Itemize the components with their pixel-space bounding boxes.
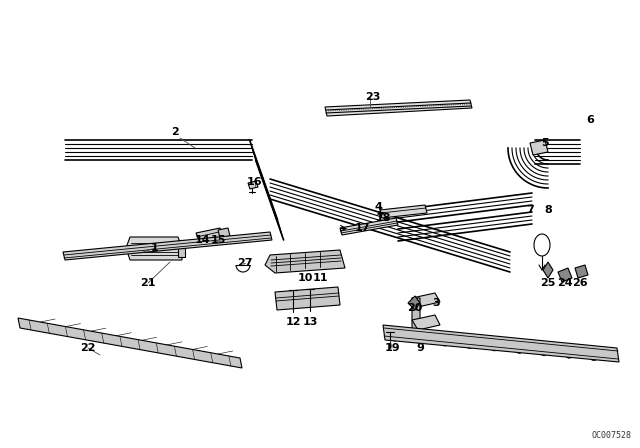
Polygon shape (412, 315, 440, 330)
Polygon shape (63, 232, 272, 260)
Text: 16: 16 (247, 177, 263, 187)
Text: 20: 20 (407, 303, 422, 313)
Ellipse shape (514, 340, 524, 353)
Polygon shape (340, 218, 398, 235)
Polygon shape (530, 140, 548, 155)
Polygon shape (248, 181, 258, 189)
Text: 1: 1 (151, 243, 159, 253)
Text: 7: 7 (526, 205, 534, 215)
Text: 26: 26 (572, 278, 588, 288)
Text: OC007528: OC007528 (592, 431, 632, 440)
Ellipse shape (415, 330, 424, 344)
Polygon shape (412, 298, 420, 333)
Polygon shape (275, 287, 340, 310)
Polygon shape (325, 100, 472, 116)
Polygon shape (383, 325, 619, 362)
Text: 11: 11 (312, 273, 328, 283)
Polygon shape (412, 293, 440, 307)
Ellipse shape (464, 335, 474, 349)
Text: 12: 12 (285, 317, 301, 327)
Polygon shape (178, 240, 185, 257)
Text: 23: 23 (365, 92, 381, 102)
Text: 14: 14 (195, 235, 211, 245)
Text: 8: 8 (544, 205, 552, 215)
Text: 25: 25 (540, 278, 556, 288)
Ellipse shape (564, 344, 573, 358)
Ellipse shape (589, 347, 598, 361)
Text: 4: 4 (374, 202, 382, 212)
Text: 15: 15 (211, 235, 226, 245)
Text: 5: 5 (541, 138, 549, 148)
Text: 18: 18 (375, 213, 391, 223)
Polygon shape (543, 262, 553, 278)
Text: 21: 21 (140, 278, 156, 288)
Polygon shape (265, 250, 345, 273)
Text: 19: 19 (384, 343, 400, 353)
Text: 27: 27 (237, 258, 253, 268)
Text: 24: 24 (557, 278, 573, 288)
Text: 22: 22 (80, 343, 96, 353)
Ellipse shape (440, 332, 449, 346)
Text: 3: 3 (432, 298, 440, 308)
Polygon shape (196, 228, 224, 243)
Polygon shape (18, 318, 242, 368)
Polygon shape (558, 268, 572, 282)
Ellipse shape (390, 327, 400, 341)
Text: 13: 13 (302, 317, 317, 327)
Ellipse shape (539, 342, 549, 356)
Text: 9: 9 (416, 343, 424, 353)
Polygon shape (380, 205, 427, 218)
Polygon shape (126, 237, 182, 260)
Text: 10: 10 (298, 273, 313, 283)
Polygon shape (218, 228, 230, 238)
Ellipse shape (489, 337, 499, 351)
Polygon shape (408, 296, 420, 310)
Text: 17: 17 (355, 223, 370, 233)
Text: 2: 2 (171, 127, 179, 137)
Polygon shape (575, 265, 588, 278)
Text: 6: 6 (586, 115, 594, 125)
